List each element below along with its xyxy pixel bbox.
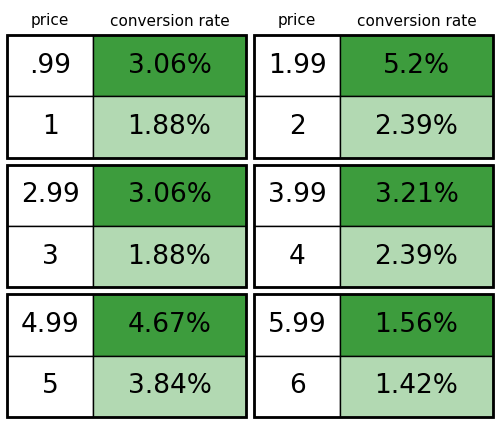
Text: 2: 2 <box>288 114 306 140</box>
Bar <box>254 165 493 287</box>
Bar <box>340 165 493 226</box>
Text: 2.39%: 2.39% <box>374 114 458 140</box>
Text: 1.88%: 1.88% <box>128 114 212 140</box>
Bar <box>254 294 340 356</box>
Text: 1.99: 1.99 <box>268 53 326 78</box>
Text: 4.99: 4.99 <box>20 312 80 338</box>
Bar <box>93 356 246 417</box>
Bar <box>254 356 340 417</box>
Bar <box>7 294 93 356</box>
Text: 5.99: 5.99 <box>268 312 326 338</box>
Text: 6: 6 <box>288 373 306 399</box>
Bar <box>254 226 340 287</box>
Bar <box>254 294 493 417</box>
Text: 3: 3 <box>42 243 58 270</box>
Bar <box>7 165 93 226</box>
Bar <box>340 294 493 356</box>
Text: 2.99: 2.99 <box>20 182 80 208</box>
Text: 1.56%: 1.56% <box>374 312 458 338</box>
Text: 5.2%: 5.2% <box>383 53 450 78</box>
Bar <box>7 356 93 417</box>
Bar <box>7 35 93 96</box>
Bar <box>254 35 493 158</box>
Text: conversion rate: conversion rate <box>356 14 476 29</box>
Bar <box>7 226 93 287</box>
Text: conversion rate: conversion rate <box>110 14 230 29</box>
Bar <box>7 35 246 158</box>
Text: 3.84%: 3.84% <box>128 373 212 399</box>
Text: 1: 1 <box>42 114 58 140</box>
Text: .99: .99 <box>29 53 71 78</box>
Text: price: price <box>278 14 316 29</box>
Bar <box>93 35 246 96</box>
Text: 1.42%: 1.42% <box>374 373 458 399</box>
Text: 4.67%: 4.67% <box>128 312 212 338</box>
Bar <box>254 35 340 96</box>
Text: 3.06%: 3.06% <box>128 182 212 208</box>
Text: 4: 4 <box>288 243 306 270</box>
Text: 3.99: 3.99 <box>268 182 326 208</box>
Bar <box>7 165 246 287</box>
Text: 5: 5 <box>42 373 58 399</box>
Text: price: price <box>31 14 69 29</box>
Text: 1.88%: 1.88% <box>128 243 212 270</box>
Bar <box>93 165 246 226</box>
Bar <box>254 96 340 158</box>
Bar <box>340 96 493 158</box>
Bar <box>93 226 246 287</box>
Text: 3.21%: 3.21% <box>374 182 458 208</box>
Bar <box>7 96 93 158</box>
Bar <box>254 165 340 226</box>
Text: 2.39%: 2.39% <box>374 243 458 270</box>
Bar <box>93 96 246 158</box>
Bar <box>340 35 493 96</box>
Bar <box>340 226 493 287</box>
Text: 3.06%: 3.06% <box>128 53 212 78</box>
Bar <box>7 294 246 417</box>
Bar <box>93 294 246 356</box>
Bar <box>340 356 493 417</box>
